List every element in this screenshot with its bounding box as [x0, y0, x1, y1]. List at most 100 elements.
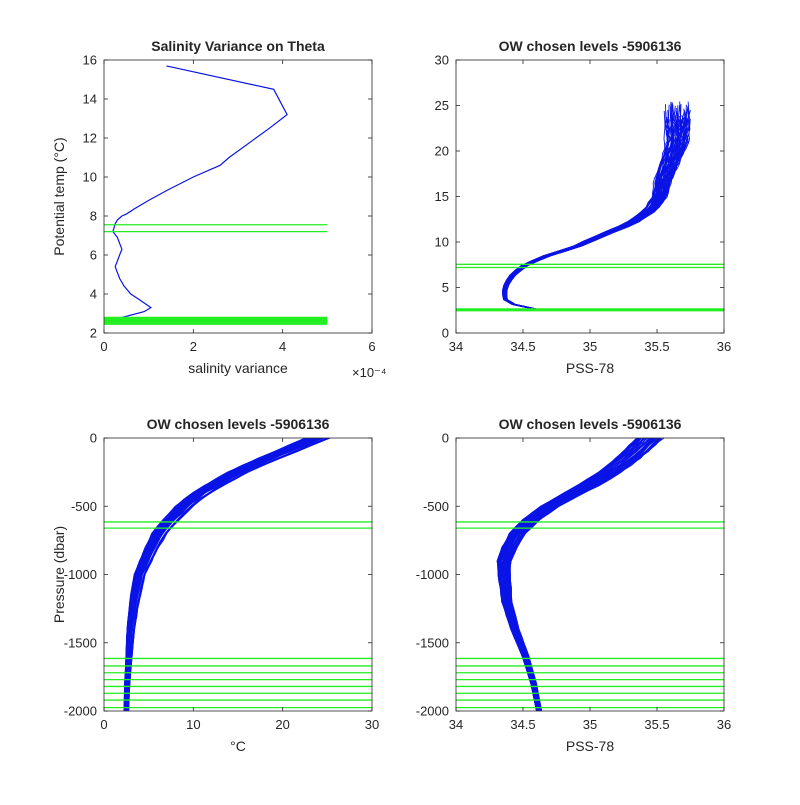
y-tick-label: 8: [90, 209, 97, 224]
y-tick-label: 5: [442, 280, 449, 295]
profile-line: [506, 101, 691, 310]
profile-line: [498, 438, 640, 711]
chart-title: OW chosen levels -5906136: [499, 38, 682, 54]
x-axis-label: PSS-78: [566, 360, 614, 376]
x-tick-label: 34: [449, 717, 463, 732]
profile-line: [499, 438, 641, 711]
profile-line: [124, 438, 314, 711]
plot-ow-levels-pressure-temperature: 0 10 20 30 -2000 -1500 -1000 -500 0 OW chosen lev…: [51, 416, 379, 754]
profile-line: [502, 104, 671, 310]
profile-line: [500, 438, 646, 711]
y-tick-label: 4: [90, 287, 97, 302]
y-tick-label: 25: [435, 98, 449, 113]
y-tick-label: 10: [83, 170, 97, 185]
profile-line: [123, 438, 306, 711]
x-tick-label: 35: [583, 717, 597, 732]
x-tick-label: 34.5: [510, 717, 535, 732]
profile-line: [504, 119, 684, 310]
x-tick-label: 0: [100, 339, 107, 354]
profile-line: [502, 118, 669, 310]
profile-line: [505, 104, 688, 310]
y-tick-label: -1000: [64, 567, 97, 582]
profile-line: [504, 119, 680, 310]
profile-line: [500, 438, 644, 711]
profile-line: [504, 119, 683, 310]
chart-title: OW chosen levels -5906136: [147, 416, 330, 432]
x-tick-label: 34.5: [510, 339, 535, 354]
profile-line: [500, 438, 647, 711]
profile-line: [497, 438, 639, 711]
plot-area: [104, 438, 372, 711]
x-tick-label: 2: [190, 339, 197, 354]
profile-line: [498, 438, 640, 711]
profile-line: [502, 438, 649, 711]
profile-line: [497, 438, 639, 711]
plot-area: [456, 438, 724, 711]
x-tick-label: 36: [717, 339, 731, 354]
axes-box: [103, 59, 373, 334]
y-axis-label: Pressure (dbar): [51, 526, 67, 623]
profile-line: [502, 110, 666, 310]
profile-line: [505, 108, 686, 310]
x-tick-label: 20: [275, 717, 289, 732]
profile-line: [497, 438, 639, 711]
plot-ow-levels-theta-salinity: 34 34.5 35 35.5 36 0 5 10 15 20 25 30 OW chosen leve…: [435, 38, 732, 376]
profile-line: [505, 116, 687, 310]
y-tick-label: 20: [435, 144, 449, 159]
profile-line: [502, 104, 669, 310]
profile-line: [497, 438, 638, 711]
y-tick-label: -1000: [416, 567, 449, 582]
profile-line: [497, 438, 639, 711]
profile-line: [509, 438, 663, 711]
profile-line: [505, 110, 686, 310]
profile-line: [506, 107, 689, 310]
profile-line: [504, 119, 683, 310]
profile-line: [505, 119, 687, 310]
plot-area: [104, 65, 328, 325]
x-axis-label: °C: [230, 738, 246, 754]
profile-line: [498, 438, 643, 711]
profile-line: [505, 112, 686, 310]
chart-title: Salinity Variance on Theta: [151, 38, 325, 54]
y-tick-label: 0: [442, 326, 449, 341]
x-tick-label: 35: [583, 339, 597, 354]
profile-line: [503, 438, 650, 711]
profile-line: [505, 117, 689, 310]
profile-line: [504, 105, 680, 310]
profile-line: [497, 438, 642, 711]
profile-line: [502, 438, 648, 711]
profile-line: [498, 438, 639, 711]
x-tick-label: 36: [717, 717, 731, 732]
profile-line: [498, 438, 642, 711]
x-tick-label: 4: [279, 339, 286, 354]
axes-box: [455, 59, 725, 334]
profile-line: [500, 438, 645, 711]
profile-line: [501, 438, 646, 711]
y-tick-label: 16: [83, 53, 97, 68]
y-tick-label: 10: [435, 235, 449, 250]
profile-line: [505, 119, 685, 310]
y-tick-label: 6: [90, 248, 97, 263]
profile-line: [506, 112, 691, 310]
profile-line: [499, 438, 642, 711]
y-tick-label: 14: [83, 92, 97, 107]
profile-line: [497, 438, 641, 711]
y-tick-label: -1500: [416, 635, 449, 650]
y-tick-label: -500: [71, 499, 97, 514]
profile-line: [506, 110, 691, 310]
x-tick-label: 30: [365, 717, 379, 732]
y-tick-label: -500: [423, 499, 449, 514]
profile-line: [503, 103, 673, 310]
x-tick-label: 35.5: [644, 717, 669, 732]
y-tick-label: 15: [435, 189, 449, 204]
x-tick-label: 0: [100, 717, 107, 732]
profile-line: [505, 116, 685, 310]
profile-line: [496, 438, 639, 711]
profile-line: [124, 438, 310, 711]
profile-line: [505, 115, 684, 310]
profile-line: [505, 116, 686, 310]
x-tick-label: 6: [368, 339, 375, 354]
